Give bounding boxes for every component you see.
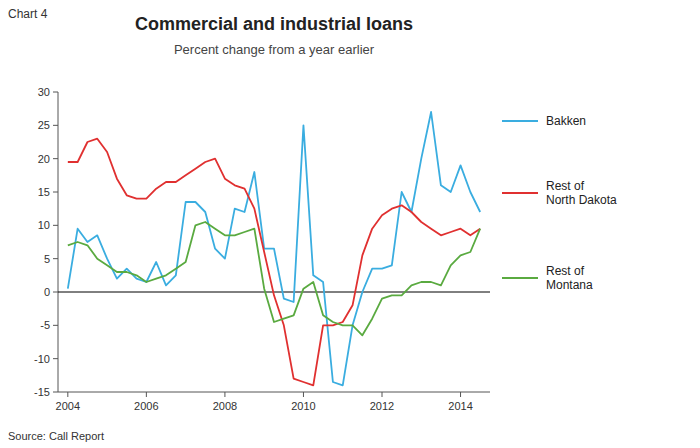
y-tick (53, 125, 58, 126)
y-tick (53, 392, 58, 393)
x-tick (382, 392, 383, 397)
y-tick-label: 10 (38, 219, 50, 231)
y-tick (53, 192, 58, 193)
title: Commercial and industrial loans (135, 14, 413, 34)
y-tick-label: -5 (40, 319, 50, 331)
source-note: Source: Call Report (8, 430, 104, 442)
y-tick-label: 15 (38, 186, 50, 198)
legend-label-line: Bakken (546, 114, 586, 128)
y-tick-label: 30 (38, 86, 50, 98)
plot-area (68, 112, 480, 385)
x-tick-label: 2004 (56, 400, 80, 412)
chart-label: Chart 4 (8, 7, 48, 21)
x-axis-line (58, 392, 490, 393)
x-tick (67, 392, 68, 397)
x-tick (224, 392, 225, 397)
x-tick-label: 2012 (370, 400, 394, 412)
y-tick-label: 20 (38, 153, 50, 165)
legend-swatch (502, 277, 538, 279)
axes: -15 -10 -5 0 5 10 15 20 25 30 2004 2006 2008 2010 2012… (34, 86, 490, 412)
x-tick-label: 2010 (291, 400, 315, 412)
legend-label: Bakken (546, 114, 586, 128)
legend-label-line: Rest of (546, 264, 585, 278)
series-line (68, 139, 480, 386)
y-tick (53, 358, 58, 359)
legend-label-line: Rest of (546, 179, 585, 193)
x-tick (460, 392, 461, 397)
subtitle: Percent change from a year earlier (174, 42, 375, 57)
legend-label-line: North Dakota (546, 193, 617, 207)
legend-label: Rest ofMontana (546, 264, 593, 292)
legend: BakkenRest ofNorth DakotaRest ofMontana (502, 114, 617, 292)
y-tick-label: -15 (34, 386, 50, 398)
y-tick (53, 325, 58, 326)
y-tick (53, 258, 58, 259)
y-tick-label: 5 (44, 253, 50, 265)
x-tick (146, 392, 147, 397)
y-tick-label: 0 (44, 286, 50, 298)
y-axis-line (58, 92, 59, 392)
y-tick (53, 92, 58, 93)
y-tick-label: 25 (38, 119, 50, 131)
y-tick (53, 225, 58, 226)
y-tick (53, 292, 58, 293)
y-tick (53, 158, 58, 159)
x-tick-label: 2014 (448, 400, 472, 412)
legend-swatch (502, 120, 538, 122)
x-tick-label: 2006 (134, 400, 158, 412)
legend-label-line: Montana (546, 278, 593, 292)
legend-swatch (502, 192, 538, 194)
series-line (68, 222, 480, 335)
chart: Commercial and industrial loans Percent c… (0, 0, 700, 448)
series-line (68, 112, 480, 385)
x-tick-label: 2008 (213, 400, 237, 412)
x-tick (303, 392, 304, 397)
legend-label: Rest ofNorth Dakota (546, 179, 617, 207)
y-tick-label: -10 (34, 353, 50, 365)
